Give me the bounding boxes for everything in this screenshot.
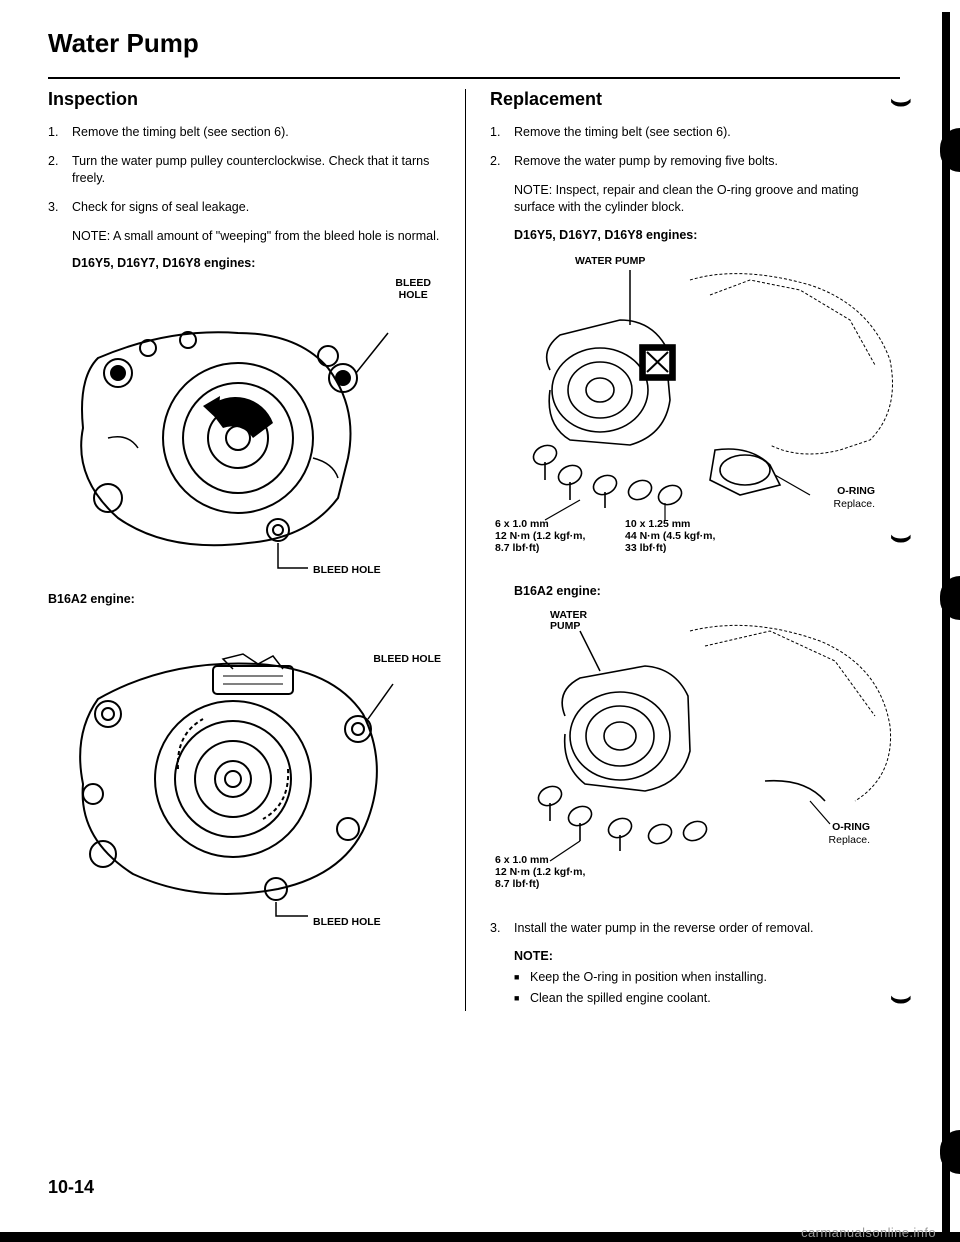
- bleed-hole-label: BLEED HOLE: [313, 917, 381, 929]
- curve-mark: ⌣: [890, 978, 912, 1017]
- bolt-spec: 10 x 1.25 mm 44 N·m (4.5 kgf·m, 33 lbf·f…: [625, 518, 715, 554]
- step: Turn the water pump pulley counterclockw…: [48, 153, 441, 187]
- inspection-heading: Inspection: [48, 89, 441, 110]
- step: Install the water pump in the reverse or…: [490, 920, 900, 937]
- right-column: Replacement ⌣ Remove the timing belt (se…: [490, 89, 900, 1011]
- step: Remove the water pump by removing five b…: [490, 153, 900, 170]
- water-pump-label: WATER PUMP: [575, 256, 645, 268]
- replacement-steps: Remove the timing belt (see section 6). …: [490, 124, 900, 170]
- oring-label: O-RING: [832, 822, 870, 834]
- bullet: Clean the spilled engine coolant.: [514, 990, 900, 1007]
- curve-mark: ⌣: [890, 81, 912, 120]
- note-bullets: Keep the O-ring in position when install…: [490, 969, 900, 1007]
- bolt-spec: 6 x 1.0 mm 12 N·m (1.2 kgf·m, 8.7 lbf·ft…: [495, 518, 585, 554]
- note-heading: NOTE:: [490, 948, 900, 965]
- page-right-edge: [942, 12, 950, 1242]
- page-number: 10-14: [48, 1177, 94, 1198]
- step: Remove the timing belt (see section 6).: [48, 124, 441, 141]
- oring-label: O-RING: [837, 486, 875, 498]
- pump-diagram-icon: [48, 278, 428, 578]
- bullet: Keep the O-ring in position when install…: [514, 969, 900, 986]
- pump-diagram-icon: [48, 614, 428, 924]
- inspection-steps: Remove the timing belt (see section 6). …: [48, 124, 441, 216]
- replacement-heading: Replacement: [490, 89, 900, 110]
- step: Remove the timing belt (see section 6).: [490, 124, 900, 141]
- watermark: carmanualsonline.info: [801, 1225, 936, 1240]
- replacement-note: NOTE: Inspect, repair and clean the O-ri…: [490, 182, 900, 216]
- page-title: Water Pump: [48, 28, 900, 59]
- replacement-steps-cont: Install the water pump in the reverse or…: [490, 920, 900, 937]
- inspection-figure-b16: BLEED HOLE BLEED HOLE: [48, 614, 441, 924]
- water-pump-label: WATER PUMP: [550, 610, 587, 633]
- bleed-hole-label: BLEED HOLE: [313, 565, 381, 577]
- engines-label: D16Y5, D16Y7, D16Y8 engines:: [48, 256, 441, 270]
- two-column-layout: Inspection Remove the timing belt (see s…: [48, 89, 900, 1011]
- title-rule: [48, 77, 900, 79]
- curve-mark: ⌣: [890, 517, 912, 556]
- bolt-spec: 6 x 1.0 mm 12 N·m (1.2 kgf·m, 8.7 lbf·ft…: [495, 854, 585, 890]
- oring-sublabel: Replace.: [829, 834, 870, 846]
- left-column: Inspection Remove the timing belt (see s…: [48, 89, 441, 1011]
- replacement-figure-d16: WATER PUMP O-RING Replace. 6 x 1.0 mm 12…: [490, 250, 900, 570]
- bleed-hole-label: BLEED HOLE: [373, 654, 441, 666]
- engines-label: D16Y5, D16Y7, D16Y8 engines:: [490, 228, 900, 242]
- replacement-figure-b16: WATER PUMP O-RING Replace. 6 x 1.0 mm 12…: [490, 606, 900, 906]
- engine2-label: B16A2 engine:: [490, 584, 900, 598]
- oring-sublabel: Replace.: [834, 498, 875, 510]
- page-content: Water Pump Inspection Remove the timing …: [0, 0, 940, 1220]
- inspection-note: NOTE: A small amount of "weeping" from t…: [48, 228, 441, 245]
- bleed-hole-label: BLEED HOLE: [395, 278, 431, 301]
- column-divider: [465, 89, 466, 1011]
- step: Check for signs of seal leakage.: [48, 199, 441, 216]
- inspection-figure-d16: BLEED HOLE BLEED HOLE: [48, 278, 441, 578]
- engine2-label: B16A2 engine:: [48, 592, 441, 606]
